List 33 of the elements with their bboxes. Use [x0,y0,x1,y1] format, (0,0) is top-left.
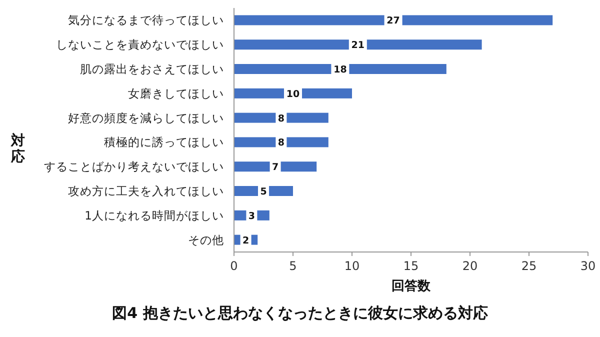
y-axis-title: 対応 [10,132,25,165]
data-label: 8 [278,113,285,124]
data-label: 5 [260,186,267,198]
y-tick-label: その他 [188,232,224,247]
y-tick-label: することばかり考えないでほしい [44,160,224,174]
y-tick-label: しないことを責めないでほしい [56,38,224,52]
x-tick-label: 0 [230,259,238,273]
x-tick-label: 10 [344,259,360,273]
y-tick-label: 気分になるまで待ってほしい [68,13,224,28]
data-label: 27 [386,16,400,27]
x-tick-label: 25 [521,259,537,273]
x-tick-label: 15 [403,259,419,273]
data-label: 3 [248,210,256,222]
x-axis-title: 回答数 [392,279,432,294]
data-label: 8 [278,138,285,149]
data-label: 21 [351,40,365,52]
x-tick-label: 30 [580,259,596,273]
y-tick-label: 好意の頻度を減らしてほしい [68,110,224,125]
y-tick-label: 女磨きしてほしい [128,86,224,100]
y-tick-label: 積極的に誘ってほしい [104,135,224,150]
y-tick-label: 攻め方に工夫を入れてほしい [68,184,224,198]
data-label: 10 [286,88,300,100]
data-label: 18 [334,64,348,76]
bar [234,40,482,50]
x-tick-label: 20 [462,259,478,273]
y-tick-label: 肌の露出をおさえてほしい [80,62,224,76]
text: 図4 抱きたいと思わなくなったときに彼女に求める対応 [112,304,488,322]
bar [234,15,553,26]
y-tick-label: 1人になれる時間がほしい [84,208,224,222]
data-label: 2 [242,235,250,246]
bar [234,64,446,74]
x-tick-label: 5 [289,259,297,273]
data-label: 7 [272,162,279,174]
